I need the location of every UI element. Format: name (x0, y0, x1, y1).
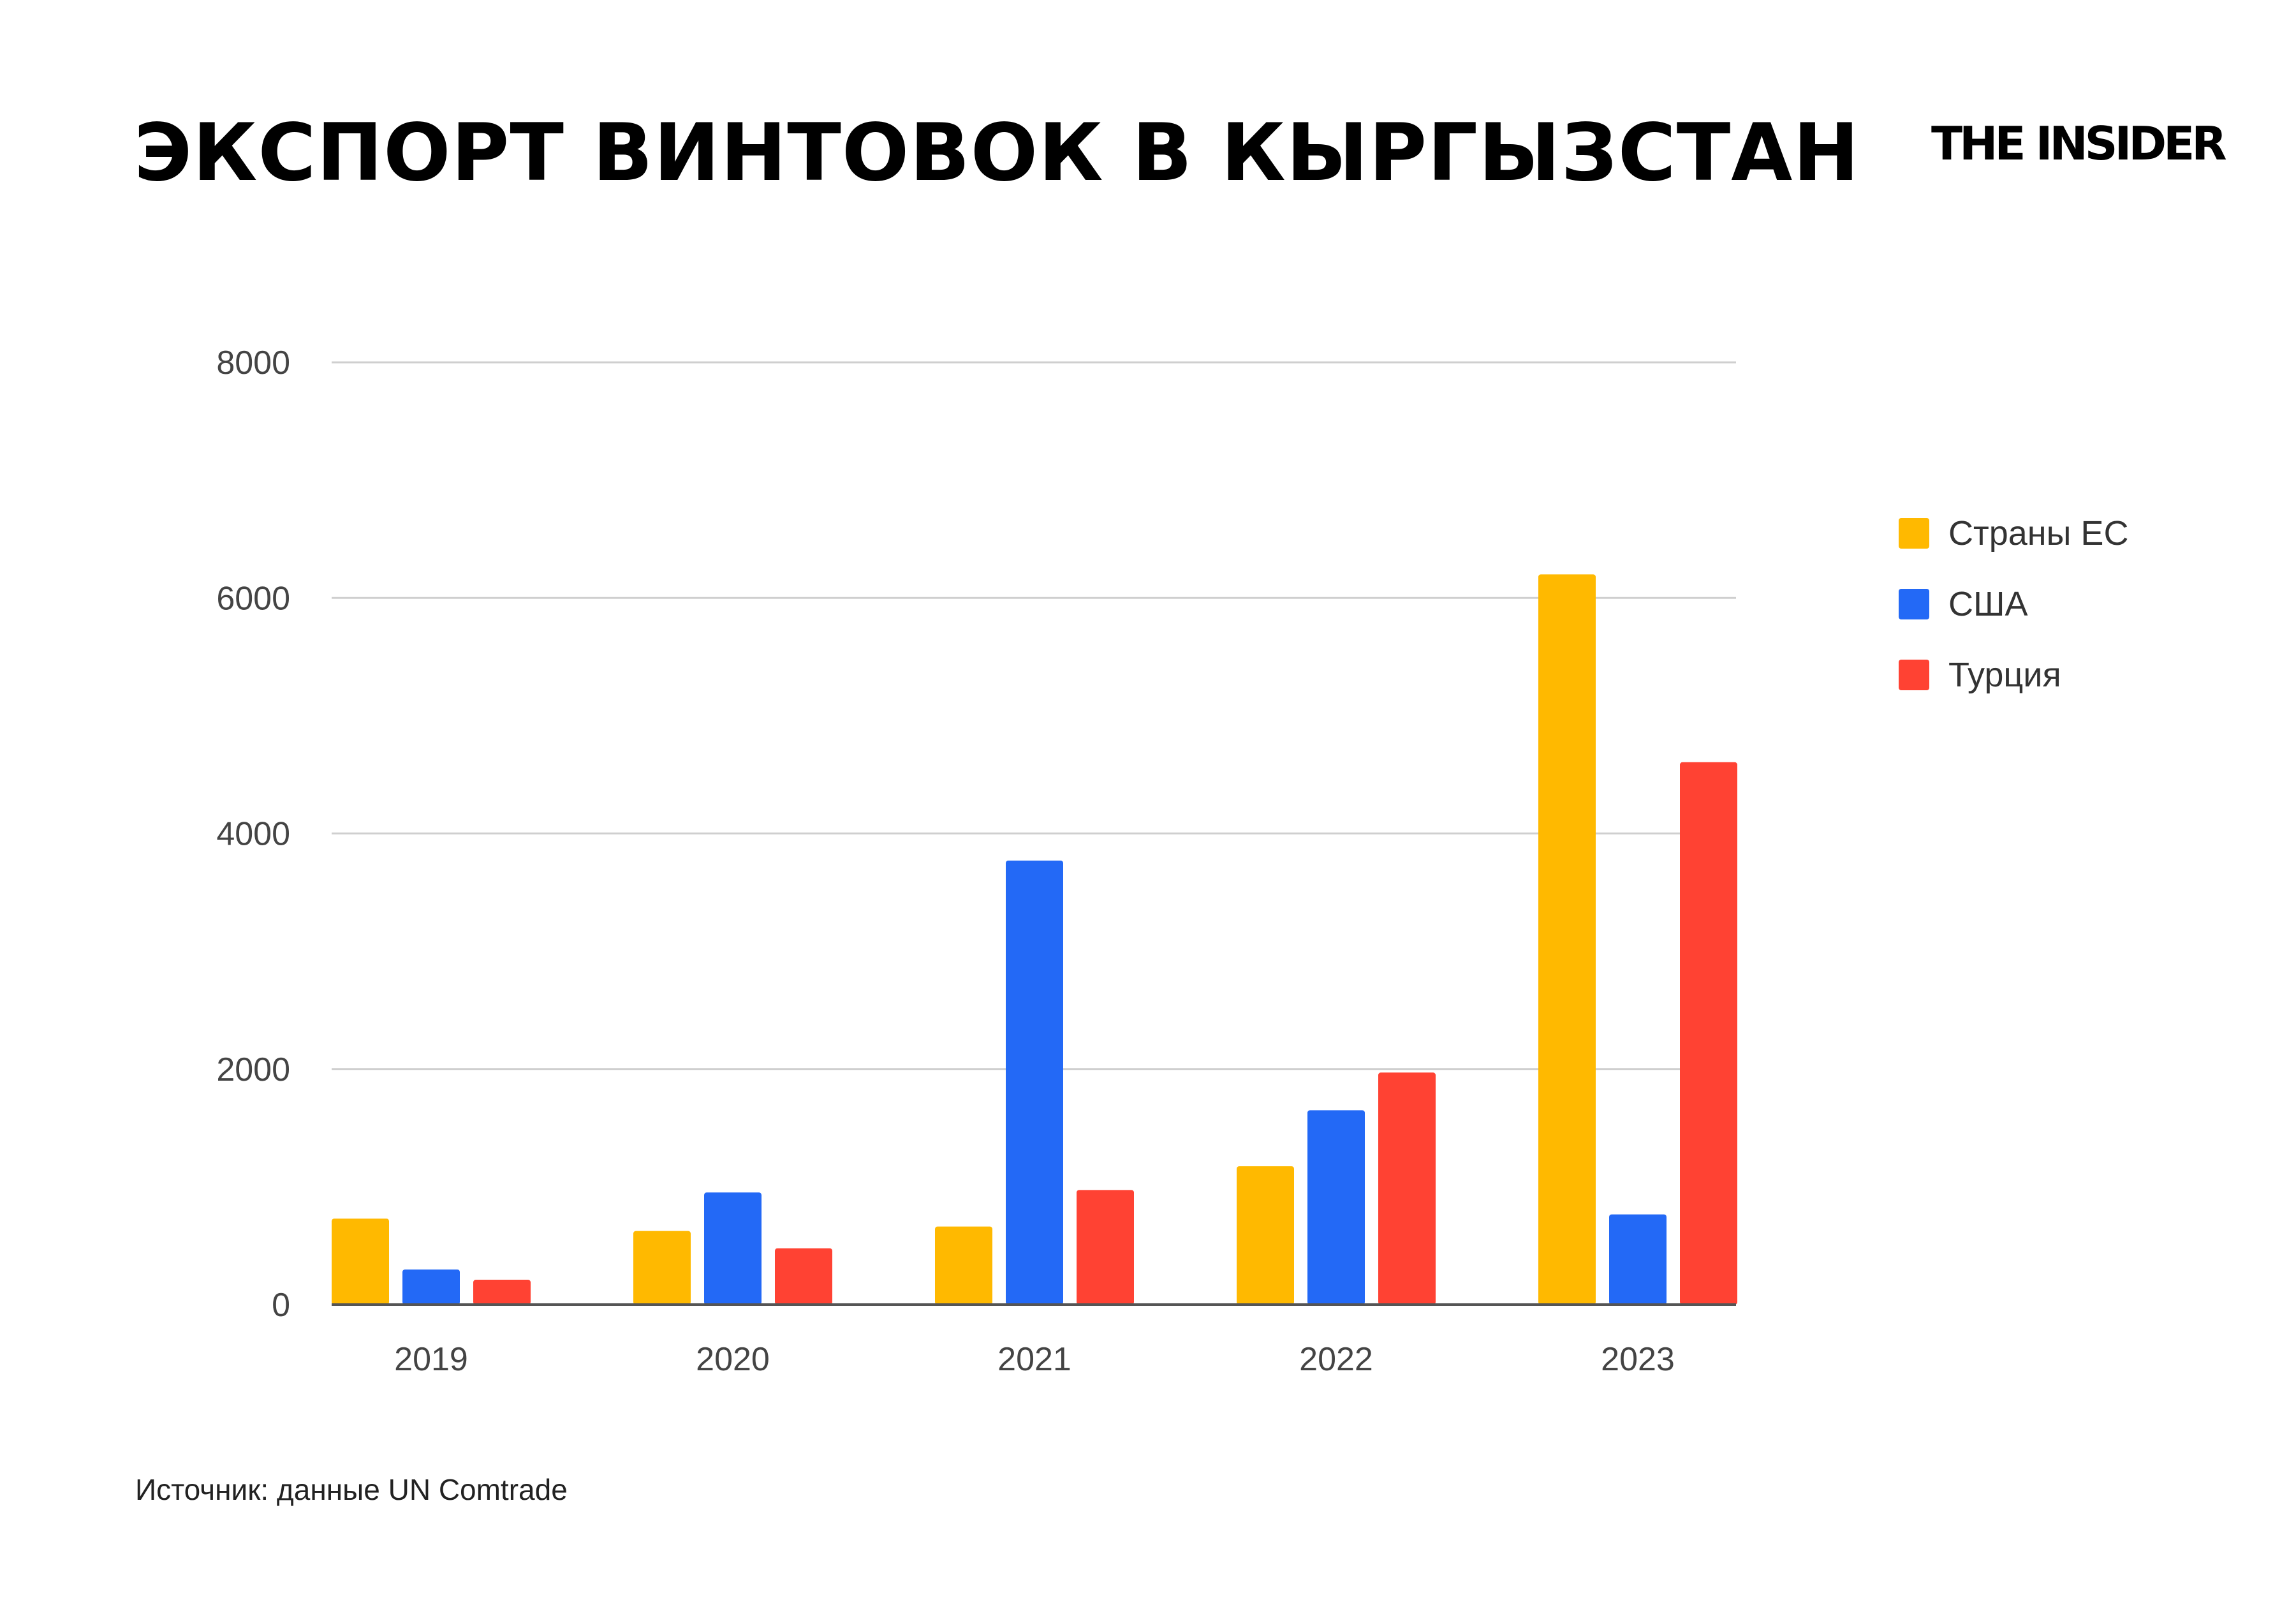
legend-item: США (1899, 568, 2128, 639)
bar-2022-0 (1237, 1166, 1294, 1305)
chart-title: ЭКСПОРТ ВИНТОВОК В КЫРГЫЗСТАН (134, 107, 1860, 199)
bar-2019-2 (473, 1280, 531, 1305)
bar-2021-0 (935, 1226, 992, 1305)
y-tick-label: 6000 (216, 580, 290, 617)
bar-2019-0 (332, 1218, 389, 1305)
legend-item: Страны ЕС (1899, 498, 2128, 568)
bar-2020-1 (704, 1192, 762, 1305)
x-axis-labels: 2019 2020 2021 2022 2023 (394, 1341, 1675, 1378)
legend-label: США (1948, 584, 2028, 623)
the-insider-logo: THE INSIDER (1931, 117, 2227, 170)
bar-2023-2 (1680, 762, 1737, 1305)
legend: Страны ЕС США Турция (1899, 498, 2128, 710)
x-tick-label: 2020 (696, 1341, 770, 1378)
y-tick-label: 0 (272, 1287, 290, 1324)
x-tick-label: 2021 (997, 1341, 1071, 1378)
bar-2023-0 (1538, 574, 1596, 1305)
bar-2023-1 (1609, 1214, 1667, 1305)
legend-swatch (1899, 588, 1929, 619)
bars (332, 574, 1737, 1306)
y-axis-labels: 0 2000 4000 6000 8000 (216, 344, 290, 1324)
bar-2020-0 (633, 1231, 691, 1305)
source-note: Источник: данные UN Comtrade (135, 1473, 568, 1506)
bar-2020-2 (775, 1248, 832, 1305)
bar-2021-2 (1077, 1190, 1134, 1305)
legend-swatch (1899, 517, 1929, 549)
y-tick-label: 4000 (216, 816, 290, 853)
y-tick-label: 8000 (216, 344, 290, 381)
bar-2019-1 (402, 1269, 460, 1305)
x-tick-label: 2019 (394, 1341, 468, 1378)
legend-swatch (1899, 659, 1929, 690)
y-tick-label: 2000 (216, 1051, 290, 1088)
x-tick-label: 2022 (1299, 1341, 1373, 1378)
bar-2021-1 (1006, 860, 1063, 1305)
bar-2022-2 (1378, 1072, 1436, 1305)
bar-2022-1 (1307, 1110, 1365, 1305)
legend-item: Турция (1899, 639, 2128, 710)
x-tick-label: 2023 (1601, 1341, 1675, 1378)
legend-label: Турция (1948, 655, 2061, 694)
legend-label: Страны ЕС (1948, 514, 2129, 552)
